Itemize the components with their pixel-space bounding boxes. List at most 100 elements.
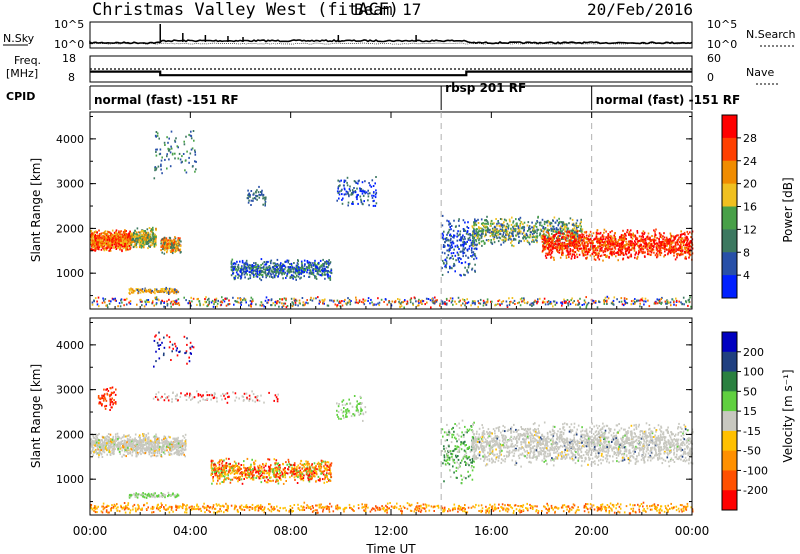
power-echo	[483, 235, 486, 238]
power-echo	[583, 244, 586, 247]
power-echo	[499, 225, 502, 228]
power-echo	[555, 227, 558, 230]
power-echo	[179, 237, 181, 240]
power-echo	[115, 244, 117, 247]
power-echo	[634, 234, 637, 237]
power-echo	[605, 300, 608, 303]
power-echo	[91, 303, 94, 306]
power-echo	[463, 273, 465, 276]
power-echo	[512, 220, 515, 223]
power-echo	[508, 297, 510, 300]
power-echo	[674, 247, 676, 250]
power-echo	[628, 230, 631, 233]
power-echo	[466, 302, 469, 305]
power-echo	[131, 241, 133, 244]
power-echo	[326, 271, 329, 274]
power-echo	[150, 290, 153, 293]
power-echo	[558, 217, 560, 220]
power-echo	[582, 233, 585, 236]
power-echo	[419, 300, 422, 303]
power-echo	[197, 297, 199, 300]
power-echo	[242, 299, 244, 301]
power-echo	[171, 241, 173, 244]
power-echo	[132, 238, 134, 240]
power-echo	[591, 243, 594, 246]
power-echo	[250, 296, 253, 299]
power-echo	[136, 234, 139, 236]
power-echo	[563, 301, 566, 304]
power-echo	[485, 303, 488, 306]
power-echo	[346, 301, 349, 304]
power-echo	[155, 302, 158, 305]
power-echo	[666, 301, 669, 303]
power-echo	[307, 269, 309, 271]
power-echo	[448, 257, 451, 260]
power-echo	[305, 267, 308, 270]
power-echo	[463, 243, 465, 246]
power-echo	[118, 241, 121, 244]
power-echo	[580, 221, 582, 224]
power-echo	[501, 238, 503, 241]
power-echo	[675, 299, 678, 302]
power-echo	[125, 230, 127, 232]
power-echo	[121, 244, 123, 247]
power-echo	[460, 250, 462, 253]
power-echo	[573, 227, 576, 230]
power-echo	[126, 246, 128, 249]
power-echo	[276, 266, 278, 269]
power-echo	[449, 222, 451, 225]
power-echo	[550, 229, 553, 232]
power-echo	[417, 304, 420, 307]
power-echo	[142, 232, 145, 235]
power-echo	[442, 302, 444, 305]
power-echo	[296, 274, 298, 277]
power-echo	[661, 236, 663, 239]
power-echo	[599, 232, 601, 235]
power-echo	[630, 244, 632, 247]
power-echo	[297, 304, 299, 307]
power-echo	[127, 248, 130, 251]
power-echo	[522, 237, 525, 240]
power-echo	[297, 275, 300, 278]
power-echo	[112, 237, 114, 240]
power-echo	[283, 297, 286, 300]
power-echo	[588, 235, 590, 238]
power-echo	[659, 247, 661, 250]
power-echo	[689, 253, 692, 256]
power-echo	[450, 266, 452, 269]
power-echo	[598, 300, 600, 303]
power-echo	[677, 238, 679, 241]
power-echo	[506, 233, 509, 236]
power-echo	[629, 240, 632, 243]
power-echo	[522, 231, 525, 234]
power-echo	[507, 227, 510, 230]
power-echo	[110, 241, 113, 244]
power-echo	[140, 244, 142, 247]
power-echo	[531, 221, 533, 224]
power-echo	[584, 253, 586, 256]
power-echo	[556, 239, 558, 242]
power-echo	[689, 231, 691, 234]
power-echo	[566, 247, 569, 250]
power-echo	[175, 302, 177, 305]
power-echo	[253, 266, 256, 268]
power-echo	[99, 236, 102, 239]
power-echo	[447, 254, 450, 257]
power-echo	[609, 231, 612, 234]
power-echo	[654, 254, 657, 257]
power-echo	[106, 306, 109, 309]
power-echo	[441, 214, 444, 217]
power-echo	[161, 244, 164, 247]
power-echo	[619, 246, 622, 249]
power-echo	[94, 242, 96, 245]
power-echo	[580, 236, 582, 239]
power-echo	[125, 239, 128, 242]
power-echo	[465, 232, 468, 235]
power-echo	[468, 245, 471, 248]
power-echo	[298, 299, 301, 302]
power-echo	[574, 255, 576, 258]
power-echo	[494, 304, 496, 307]
power-echo	[445, 260, 448, 263]
power-echo	[596, 229, 598, 232]
power-echo	[638, 249, 640, 252]
